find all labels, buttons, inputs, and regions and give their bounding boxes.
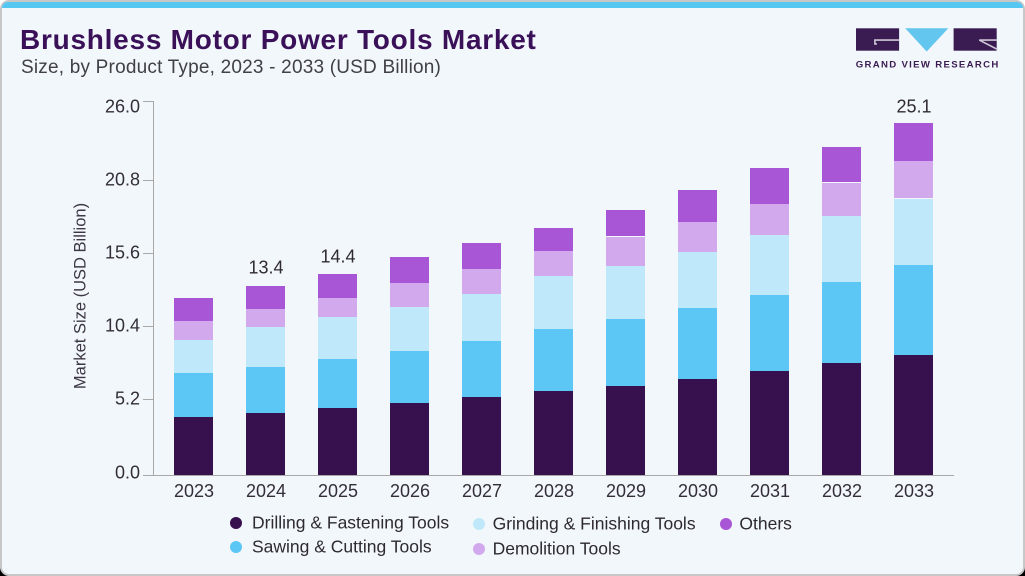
svg-text:GRAND VIEW RESEARCH: GRAND VIEW RESEARCH xyxy=(856,60,1000,71)
